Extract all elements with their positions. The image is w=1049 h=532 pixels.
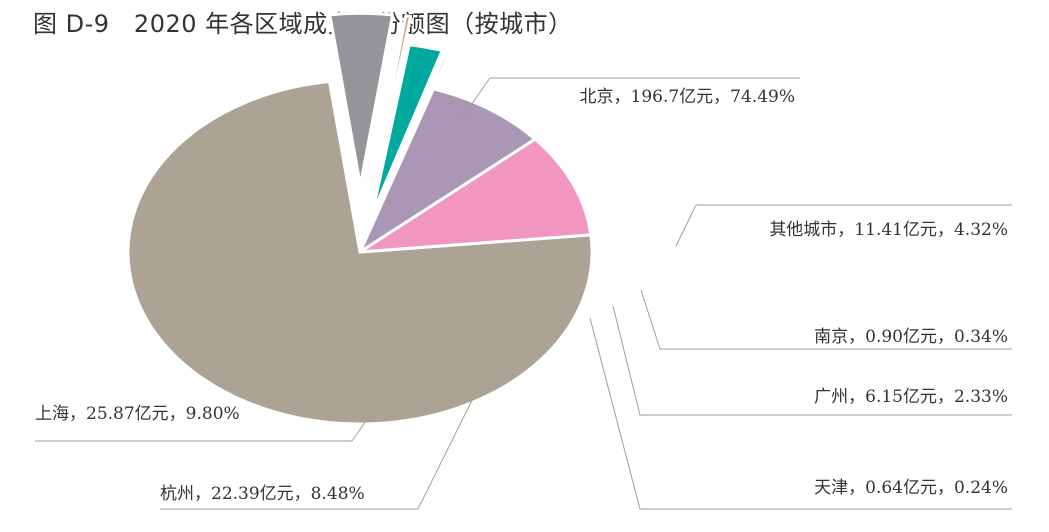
leader-line-4 <box>589 317 1012 510</box>
pie-slice-5 <box>358 87 537 254</box>
leader-line-5 <box>160 351 497 510</box>
pie-slice-6 <box>358 137 593 254</box>
slice-label-6: 上海，25.87亿元，9.80% <box>35 404 240 424</box>
slice-label-2: 南京，0.90亿元，0.34% <box>814 327 1008 347</box>
leader-line-1 <box>675 204 1012 247</box>
leader-line-3 <box>612 305 1012 416</box>
slice-label-0: 北京，196.7亿元，74.49% <box>580 87 796 107</box>
slice-label-4: 天津，0.64亿元，0.24% <box>814 478 1008 498</box>
leader-line-2 <box>640 289 1012 350</box>
leader-line-0 <box>461 77 800 119</box>
slice-label-5: 杭州，22.39亿元，8.48% <box>160 484 365 504</box>
slice-label-3: 广州，6.15亿元，2.33% <box>814 387 1008 407</box>
pie-slice-2 <box>371 14 413 188</box>
pie-slice-1 <box>328 11 395 187</box>
leader-line-6 <box>35 395 384 442</box>
slice-label-1: 其他城市，11.41亿元，4.32% <box>769 220 1008 240</box>
pie-slice-3 <box>370 43 444 216</box>
